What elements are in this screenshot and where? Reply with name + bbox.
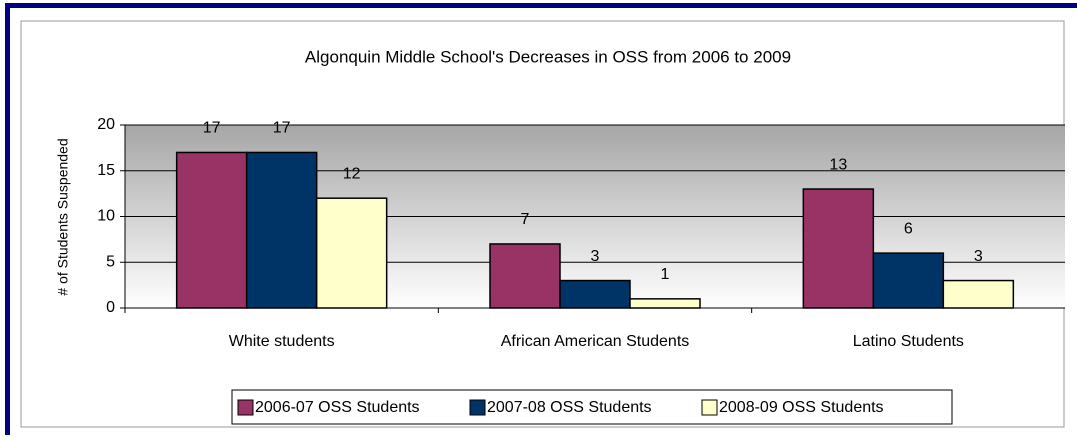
legend-label: 2007-08 OSS Students bbox=[487, 399, 652, 416]
data-label: 12 bbox=[343, 165, 361, 182]
bar bbox=[802, 188, 875, 309]
bar bbox=[245, 151, 318, 309]
y-tick-label: 10 bbox=[97, 208, 115, 225]
y-tick-label: 0 bbox=[106, 299, 115, 316]
data-label: 3 bbox=[974, 248, 983, 265]
bar bbox=[489, 243, 561, 309]
bar bbox=[872, 252, 945, 309]
y-tick-label: 5 bbox=[106, 253, 115, 270]
data-label: 17 bbox=[273, 120, 291, 137]
legend-label: 2008-09 OSS Students bbox=[719, 399, 884, 416]
legend-swatch bbox=[469, 399, 486, 416]
legend bbox=[231, 389, 953, 425]
bar bbox=[559, 279, 631, 309]
x-tick-label: White students bbox=[229, 333, 335, 350]
x-tick-label: Latino Students bbox=[853, 333, 964, 350]
chart-title: Algonquin Middle School's Decreases in O… bbox=[305, 47, 791, 66]
frame-left bbox=[5, 3, 10, 435]
frame-top bbox=[5, 3, 1077, 8]
x-tick-label: African American Students bbox=[501, 333, 690, 350]
legend-swatch bbox=[237, 399, 254, 416]
data-label: 6 bbox=[904, 220, 913, 237]
data-label: 1 bbox=[661, 266, 670, 283]
y-axis-label: # of Students Suspended bbox=[55, 138, 71, 295]
bar bbox=[942, 279, 1015, 309]
data-label: 17 bbox=[203, 120, 221, 137]
legend-swatch bbox=[701, 399, 718, 416]
bar bbox=[629, 298, 701, 309]
data-label: 7 bbox=[521, 211, 530, 228]
data-label: 13 bbox=[829, 156, 847, 173]
legend-label: 2006-07 OSS Students bbox=[255, 399, 420, 416]
data-label: 3 bbox=[591, 248, 600, 265]
bar bbox=[315, 197, 388, 309]
y-tick-label: 20 bbox=[97, 116, 115, 133]
y-tick-label: 15 bbox=[97, 162, 115, 179]
bar bbox=[175, 151, 248, 309]
